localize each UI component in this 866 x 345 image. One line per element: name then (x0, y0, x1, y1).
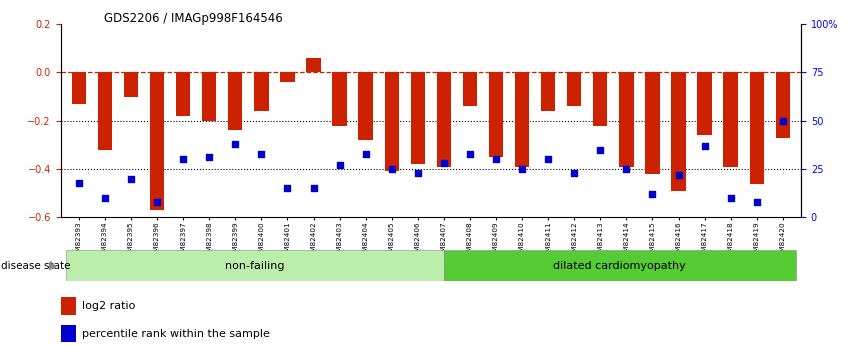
Point (98, 195, 112, 201)
Bar (61, 325, 76, 342)
Bar (281, 72, 294, 82)
Bar (124, 72, 139, 97)
Bar (176, 72, 191, 116)
Text: disease state: disease state (1, 261, 70, 270)
Point (645, 191, 659, 197)
Bar (333, 72, 346, 126)
Bar (61, 297, 76, 315)
Bar (697, 72, 712, 135)
Point (72, 180, 86, 185)
Point (410, 170, 424, 176)
Point (150, 199, 164, 205)
Bar (66, 250, 444, 281)
Bar (410, 72, 425, 164)
Point (176, 157, 190, 162)
Point (489, 157, 503, 162)
Point (124, 176, 138, 181)
Point (203, 155, 216, 160)
Point (750, 199, 764, 205)
Bar (307, 58, 320, 72)
Text: non-failing: non-failing (225, 261, 285, 270)
Text: log2 ratio: log2 ratio (82, 302, 136, 311)
Bar (228, 72, 242, 130)
Bar (723, 72, 738, 167)
Bar (359, 72, 373, 140)
Bar (385, 72, 399, 171)
Point (437, 160, 451, 166)
Point (567, 170, 581, 176)
Bar (515, 72, 529, 167)
Text: ▶: ▶ (48, 261, 57, 270)
Bar (150, 72, 165, 210)
Bar (98, 72, 112, 150)
Point (672, 172, 686, 178)
Point (619, 166, 633, 172)
Point (307, 186, 320, 191)
Point (515, 166, 529, 172)
Point (385, 166, 398, 172)
Bar (671, 72, 686, 191)
Text: dilated cardiomyopathy: dilated cardiomyopathy (553, 261, 686, 270)
Point (724, 195, 738, 201)
Point (593, 147, 607, 152)
Bar (776, 72, 790, 138)
Bar (593, 72, 607, 126)
Point (463, 151, 477, 156)
Point (281, 186, 294, 191)
Bar (202, 72, 216, 121)
Bar (436, 72, 451, 167)
Bar (567, 72, 581, 106)
Bar (462, 72, 477, 106)
Bar (488, 72, 503, 157)
Point (333, 162, 346, 168)
Bar (541, 72, 555, 111)
Point (359, 151, 372, 156)
Text: GDS2206 / IMAGp998F164546: GDS2206 / IMAGp998F164546 (104, 12, 282, 25)
Bar (72, 72, 86, 104)
Point (255, 151, 268, 156)
Bar (619, 72, 634, 167)
Point (776, 118, 790, 124)
Bar (750, 72, 764, 184)
Bar (645, 72, 660, 174)
Point (229, 141, 242, 147)
Bar (255, 72, 268, 111)
Bar (444, 250, 796, 281)
Text: percentile rank within the sample: percentile rank within the sample (82, 329, 270, 339)
Point (698, 143, 712, 149)
Point (541, 157, 555, 162)
